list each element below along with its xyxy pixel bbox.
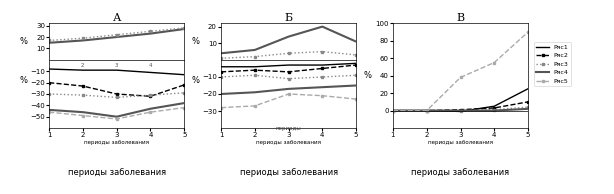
Text: %: %	[20, 76, 28, 85]
Text: периоды: периоды	[276, 126, 301, 131]
Text: %: %	[20, 37, 28, 46]
Legend: Ряс1, Ряс2, Ряс3, Ряс4, Ряс5: Ряс1, Ряс2, Ряс3, Ряс4, Ряс5	[534, 42, 571, 87]
X-axis label: периоды заболевания: периоды заболевания	[84, 140, 149, 145]
Text: периоды заболевания: периоды заболевания	[68, 168, 166, 177]
Text: 3: 3	[115, 63, 119, 68]
Text: 2: 2	[81, 63, 85, 68]
Title: А: А	[112, 12, 121, 23]
X-axis label: периоды заболевания: периоды заболевания	[428, 140, 493, 145]
Text: %: %	[363, 71, 371, 80]
Text: 4: 4	[149, 63, 152, 68]
Title: Б: Б	[284, 12, 293, 23]
Text: %: %	[192, 76, 200, 85]
Text: периоды заболевания: периоды заболевания	[411, 168, 510, 177]
Text: %: %	[192, 37, 200, 46]
Text: периоды заболевания: периоды заболевания	[239, 168, 338, 177]
Title: В: В	[456, 12, 465, 23]
X-axis label: периоды заболевания: периоды заболевания	[256, 140, 321, 145]
